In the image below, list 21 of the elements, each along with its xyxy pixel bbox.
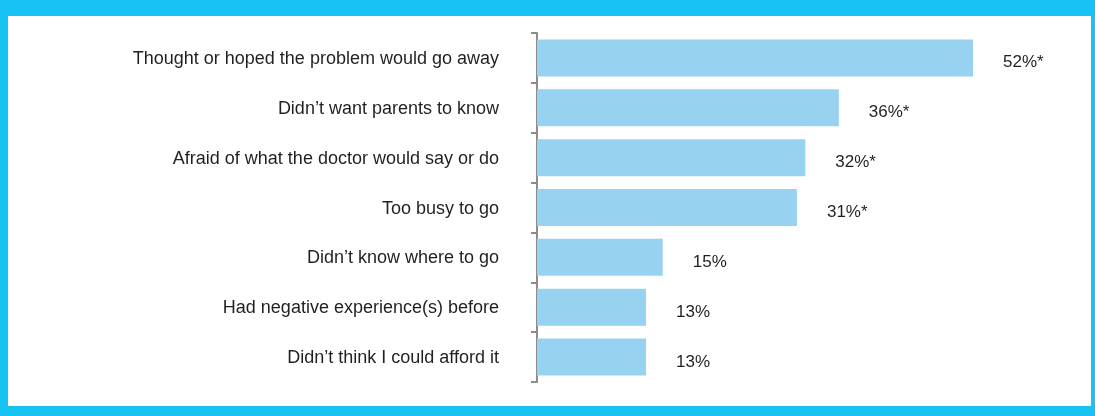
bar xyxy=(537,139,806,177)
data-label: 15% xyxy=(692,251,727,271)
bar xyxy=(537,338,646,376)
bar xyxy=(537,288,646,326)
y-tick-label: Didn’t want parents to know xyxy=(277,97,500,118)
bar xyxy=(537,89,839,127)
y-tick-label: Didn’t know where to go xyxy=(306,247,499,268)
data-label: 31%* xyxy=(826,202,868,221)
bar xyxy=(537,238,663,276)
y-tick-label: Too busy to go xyxy=(381,197,499,218)
bar xyxy=(537,39,973,77)
y-tick-label: Had negative experience(s) before xyxy=(222,297,499,318)
data-label: 32%* xyxy=(835,152,877,172)
bar xyxy=(537,189,797,226)
y-tick-label: Thought or hoped the problem would go away xyxy=(132,47,499,68)
y-tick-label: Didn’t think I could afford it xyxy=(287,347,499,368)
data-label: 13% xyxy=(676,301,711,321)
y-tick-label: Afraid of what the doctor would say or do xyxy=(172,147,499,168)
data-label: 52%* xyxy=(1003,52,1045,72)
data-label: 36%* xyxy=(868,102,910,122)
data-label: 13% xyxy=(676,351,711,371)
